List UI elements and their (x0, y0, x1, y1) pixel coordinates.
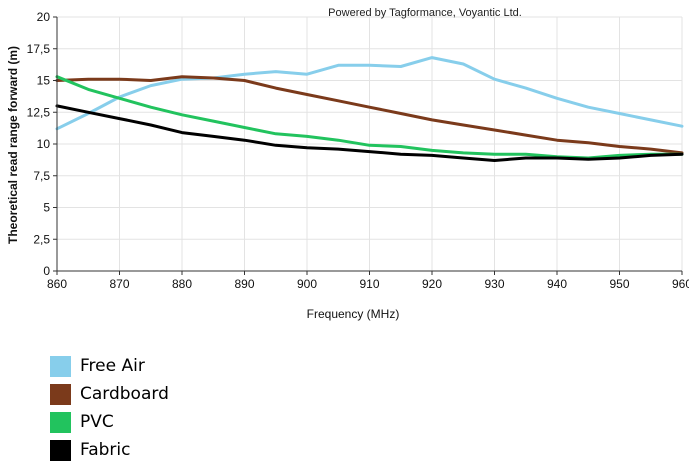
y-tick-label: 0 (43, 264, 50, 278)
legend-swatch (50, 355, 71, 377)
y-tick-label: 15 (37, 74, 51, 88)
legend-item-cardboard: Cardboard (50, 380, 169, 408)
legend-item-pvc: PVC (50, 408, 169, 436)
x-tick-label: 890 (234, 277, 254, 291)
y-tick-label: 12,5 (27, 105, 51, 119)
x-axis-label: Frequency (MHz) (307, 307, 400, 321)
grid (56, 16, 683, 272)
series-line-free-air (55, 56, 684, 131)
legend-label: PVC (80, 412, 114, 432)
x-tick-label: 880 (172, 277, 192, 291)
y-axis-label: Theoretical read range forward (m) (6, 46, 20, 244)
y-tick-label: 5 (43, 201, 50, 215)
legend-label: Free Air (80, 356, 145, 376)
chart-credit: Powered by Tagformance, Voyantic Ltd. (328, 7, 522, 19)
x-tick-label: 930 (484, 277, 504, 291)
legend-swatch (50, 383, 71, 405)
legend-item-free-air: Free Air (50, 352, 169, 380)
legend-label: Cardboard (80, 384, 169, 404)
y-tick-label: 20 (37, 10, 51, 24)
y-tick-label: 2,5 (33, 232, 50, 246)
x-tick-label: 950 (609, 277, 629, 291)
y-tick-label: 7,5 (33, 169, 50, 183)
x-tick-label: 910 (359, 277, 379, 291)
series-line-fabric (55, 104, 684, 162)
legend-swatch (50, 439, 71, 461)
legend-swatch (50, 411, 71, 433)
x-tick-label: 870 (109, 277, 129, 291)
legend: Free Air Cardboard PVC Fabric (50, 352, 169, 464)
y-tick-label: 10 (37, 137, 51, 151)
series-layer (55, 56, 684, 162)
legend-item-fabric: Fabric (50, 436, 169, 464)
axes: 860 870 880 890 900 910 920 930 940 950 960 0 2,5 5 7,… (27, 10, 689, 291)
x-tick-label: 960 (672, 277, 689, 291)
x-tick-label: 940 (547, 277, 567, 291)
legend-label: Fabric (80, 440, 131, 460)
x-tick-label: 860 (47, 277, 67, 291)
x-tick-label: 900 (297, 277, 317, 291)
series-line-cardboard (55, 75, 684, 155)
line-chart: 860 870 880 890 900 910 920 930 940 950 960 0 2,5 5 7,… (6, 7, 689, 321)
x-tick-label: 920 (422, 277, 442, 291)
y-tick-label: 17,5 (27, 42, 51, 56)
